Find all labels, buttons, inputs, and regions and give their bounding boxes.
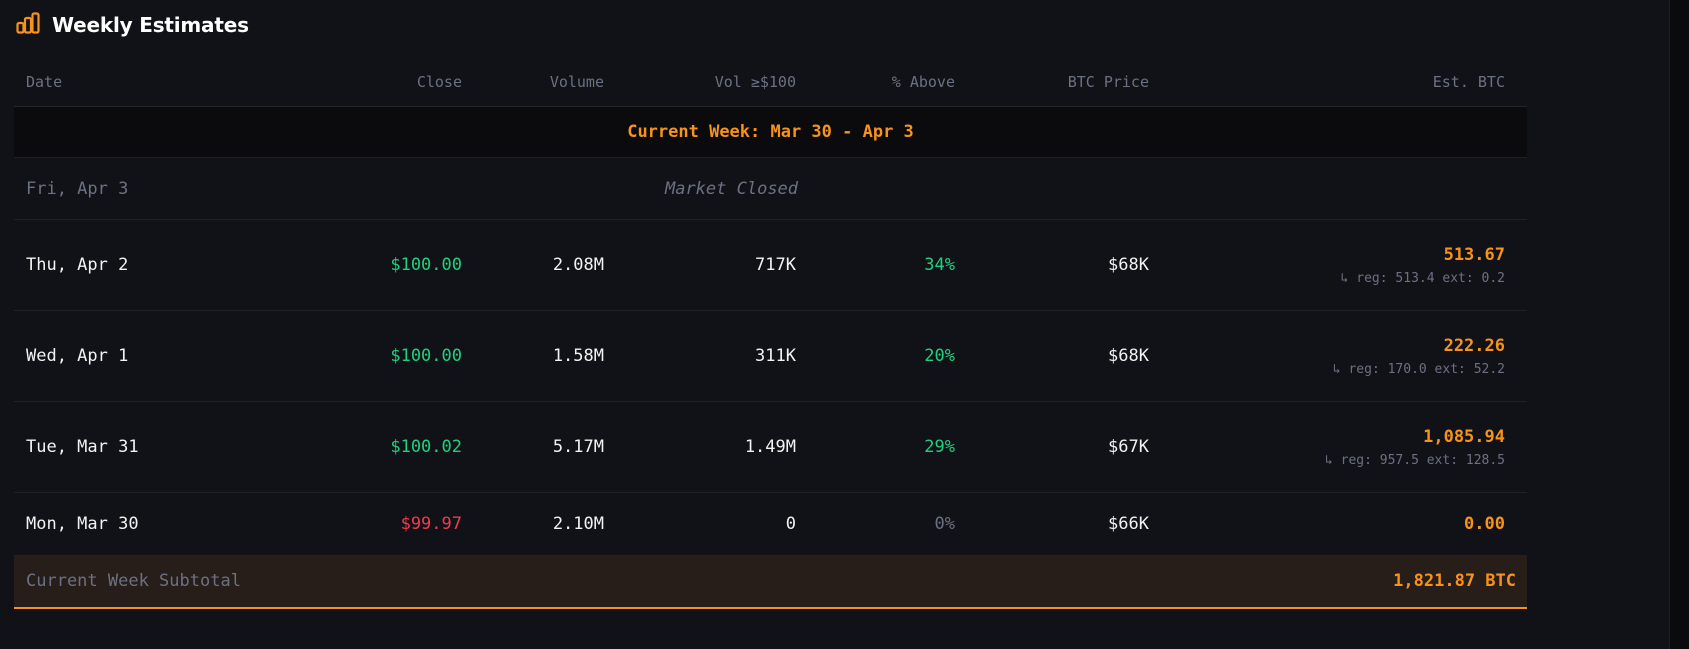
row-date: Tue, Mar 31 (26, 437, 139, 457)
subtotal-row: Current Week Subtotal 1,821.87 BTC (14, 555, 1527, 609)
col-volume: Volume (549, 72, 604, 91)
row-est-btc: 1,085.94 (1423, 426, 1505, 447)
table-row: Mon, Mar 30 $99.97 2.10M 0 0% $66K 0.00 (14, 493, 1527, 555)
row-pct-above: 29% (924, 437, 955, 457)
row-volume: 2.10M (552, 514, 604, 534)
row-est-btc-cell: 0.00 (1149, 514, 1516, 534)
row-date: Wed, Apr 1 (26, 346, 129, 366)
row-volume: 1.58M (552, 346, 604, 366)
subtotal-label: Current Week Subtotal (26, 571, 241, 591)
row-date: Thu, Apr 2 (26, 255, 129, 275)
row-volume: 5.17M (552, 437, 604, 457)
row-est-breakdown: ↳ reg: 170.0 ext: 52.2 (1332, 361, 1505, 377)
row-close: $100.00 (390, 255, 462, 275)
row-pct-above: 20% (924, 346, 955, 366)
row-vol-above: 717K (755, 255, 796, 275)
table-row-closed: Fri, Apr 3 Market Closed (14, 158, 1527, 220)
row-est-btc: 513.67 (1443, 244, 1505, 265)
row-btc-price: $66K (1108, 514, 1149, 534)
subtotal-value: 1,821.87 BTC (1393, 571, 1516, 591)
row-volume: 2.08M (552, 255, 604, 275)
row-pct-above: 0% (934, 514, 955, 534)
row-close: $99.97 (400, 514, 462, 534)
row-btc-price: $68K (1108, 346, 1149, 366)
row-date: Fri, Apr 3 (26, 178, 129, 199)
table-row: Thu, Apr 2 $100.00 2.08M 717K 34% $68K 5… (14, 220, 1527, 311)
row-est-btc-cell: 222.26 ↳ reg: 170.0 ext: 52.2 (1149, 336, 1516, 377)
row-close: $100.02 (390, 437, 462, 457)
col-btc-price: BTC Price (1067, 72, 1149, 91)
row-est-btc: 0.00 (1464, 514, 1505, 534)
row-vol-above: 311K (755, 346, 796, 366)
table-row: Tue, Mar 31 $100.02 5.17M 1.49M 29% $67K… (14, 402, 1527, 493)
row-est-btc: 222.26 (1443, 335, 1505, 356)
bar-chart-icon (16, 12, 40, 38)
col-close: Close (416, 72, 462, 91)
row-est-breakdown: ↳ reg: 513.4 ext: 0.2 (1340, 270, 1505, 286)
panel-header: Weekly Estimates (16, 12, 249, 38)
row-btc-price: $68K (1108, 255, 1149, 275)
col-est-btc: Est. BTC (1432, 72, 1505, 91)
col-vol-above: Vol ≥$100 (714, 72, 796, 91)
row-est-btc-cell: 1,085.94 ↳ reg: 957.5 ext: 128.5 (1149, 427, 1516, 468)
estimates-table: Date Close Volume Vol ≥$100 % Above BTC … (14, 57, 1527, 609)
row-btc-price: $67K (1108, 437, 1149, 457)
row-close: $100.00 (390, 346, 462, 366)
table-row: Wed, Apr 1 $100.00 1.58M 311K 20% $68K 2… (14, 311, 1527, 402)
market-closed-label: Market Closed (664, 178, 799, 199)
col-pct-above: % Above (891, 72, 955, 91)
week-group-header: Current Week: Mar 30 - Apr 3 (14, 107, 1527, 158)
row-vol-above: 1.49M (744, 437, 796, 457)
table-header: Date Close Volume Vol ≥$100 % Above BTC … (14, 57, 1527, 107)
row-date: Mon, Mar 30 (26, 514, 139, 534)
row-vol-above: 0 (785, 514, 796, 534)
row-est-btc-cell: 513.67 ↳ reg: 513.4 ext: 0.2 (1149, 245, 1516, 286)
row-est-breakdown: ↳ reg: 957.5 ext: 128.5 (1324, 452, 1505, 468)
row-pct-above: 34% (924, 255, 955, 275)
panel-title: Weekly Estimates (52, 13, 249, 37)
col-date: Date (26, 72, 63, 91)
